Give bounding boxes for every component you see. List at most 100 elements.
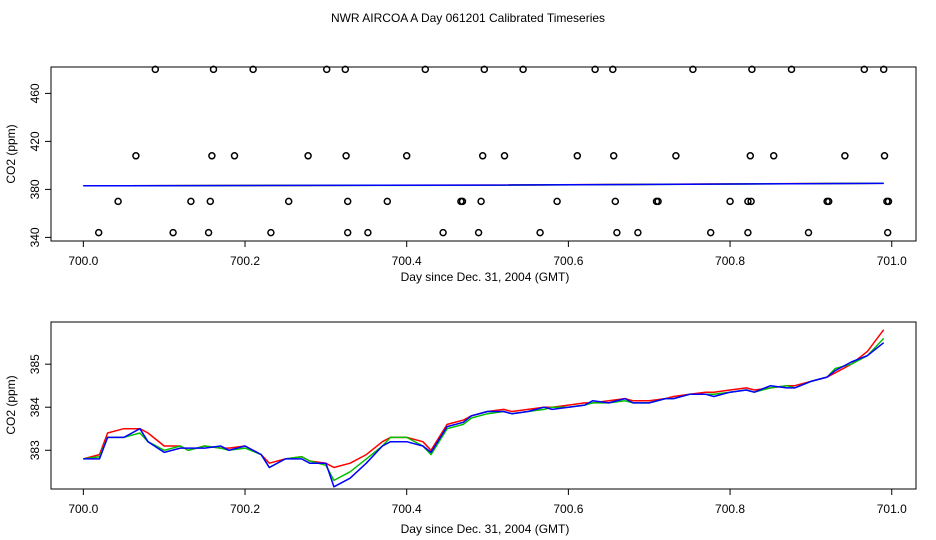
p2-x-tick-label: 700.8 [715, 502, 745, 516]
calibration-point [747, 197, 755, 206]
calibration-point [322, 65, 331, 74]
calibration-point [284, 197, 293, 206]
p1-x-tick-label: 700.4 [392, 254, 422, 268]
calibration-point [879, 65, 888, 74]
p1-x-tick-label: 700.2 [230, 254, 260, 268]
calibration-point [474, 228, 483, 237]
calibration-point [609, 152, 618, 160]
calibration-point [267, 228, 275, 237]
calibration-point [748, 65, 756, 74]
p1-x-tick-label: 701.0 [877, 254, 907, 268]
top-calibration-points [94, 65, 893, 237]
top-y-axis-label: CO2 (ppm) [4, 124, 18, 183]
calibration-point [187, 197, 195, 206]
calibration-point [519, 65, 527, 74]
figure-title: NWR AIRCOA A Day 061201 Calibrated Times… [331, 11, 605, 25]
p2-x-tick-label: 700.2 [230, 502, 260, 516]
calibration-point [94, 228, 103, 237]
top-x-axis: 700.0 700.2 700.4 700.6 700.8 701.0 [68, 241, 907, 268]
top-panel: 700.0 700.2 700.4 700.6 700.8 701.0 340 380 420… [4, 65, 917, 284]
p2-x-tick-label: 700.6 [553, 502, 583, 516]
calibration-point [880, 152, 889, 160]
p1-y-tick-label: 340 [28, 227, 42, 247]
calibration-point [402, 152, 411, 160]
calibration-point [230, 152, 239, 160]
calibration-point [204, 228, 213, 237]
calibration-point [343, 228, 352, 237]
calibration-point [536, 228, 544, 237]
calibration-point [151, 65, 160, 74]
p2-y-tick-label: 384 [28, 397, 42, 417]
top-x-axis-label: Day since Dec. 31, 2004 (GMT) [401, 270, 570, 284]
p1-x-tick-label: 700.6 [553, 254, 583, 268]
bottom-panel: 700.0 700.2 700.4 700.6 700.8 701.0 383 384 385… [4, 321, 917, 536]
bottom-plot-frame [50, 321, 917, 490]
calibration-point [860, 65, 869, 74]
p1-y-tick-label: 460 [28, 83, 42, 103]
calibration-point [132, 152, 140, 160]
calibration-point [884, 197, 893, 206]
calibration-point [609, 65, 617, 74]
p2-y-tick-label: 383 [28, 440, 42, 460]
calibration-point [841, 152, 849, 160]
calibration-point [169, 228, 177, 237]
calibration-point [744, 197, 752, 206]
calibration-point [689, 65, 697, 74]
p2-x-tick-label: 700.4 [392, 502, 422, 516]
calibration-point [591, 65, 599, 74]
calibration-point [114, 197, 122, 206]
bottom-series-group [83, 329, 885, 488]
calibration-point [611, 197, 620, 206]
top-series-group [83, 182, 884, 187]
calibration-point [304, 152, 312, 160]
calibration-point [439, 228, 447, 237]
calibration-point [342, 152, 350, 160]
calibration-point [421, 65, 430, 74]
p2-x-tick-label: 701.0 [877, 502, 907, 516]
top-series-blue-line [83, 182, 884, 187]
calibration-point [746, 152, 755, 160]
calibration-point [613, 228, 621, 237]
p2-x-tick-label: 700.0 [68, 502, 98, 516]
calibration-point [480, 65, 489, 74]
calibration-point [654, 197, 662, 206]
p1-y-tick-label: 380 [28, 179, 42, 199]
calibration-point [706, 228, 715, 237]
calibration-point [883, 228, 892, 237]
calibration-point [804, 228, 813, 237]
calibration-point [343, 197, 352, 206]
calibration-point [341, 65, 350, 74]
p1-y-tick-label: 420 [28, 131, 42, 151]
calibration-point [383, 197, 392, 206]
calibration-point [458, 197, 467, 206]
calibration-point [573, 152, 582, 160]
calibration-point [206, 197, 215, 206]
calibration-point [553, 197, 561, 206]
top-y-axis: 340 380 420 460 [28, 83, 51, 247]
bottom-series-green-line [83, 337, 885, 482]
calibration-point [364, 228, 372, 237]
calibration-point [249, 65, 257, 74]
calibration-point [209, 65, 218, 74]
calibration-point [824, 197, 833, 206]
p2-y-tick-label: 385 [28, 354, 42, 374]
calibration-point [744, 228, 752, 237]
calibration-point [769, 152, 778, 160]
p1-x-tick-label: 700.0 [68, 254, 98, 268]
bottom-y-axis: 383 384 385 [28, 354, 51, 460]
calibration-point [634, 228, 642, 237]
calibration-point [208, 152, 216, 160]
calibration-point [672, 152, 680, 160]
calibration-point [478, 152, 487, 160]
calibration-point [787, 65, 796, 74]
bottom-y-axis-label: CO2 (ppm) [4, 375, 18, 434]
p1-x-tick-label: 700.8 [715, 254, 745, 268]
bottom-series-blue-line [83, 342, 885, 488]
calibration-point [726, 197, 734, 206]
bottom-x-axis-label: Day since Dec. 31, 2004 (GMT) [401, 522, 570, 536]
calibration-point [500, 152, 509, 160]
calibration-point [477, 197, 485, 206]
top-plot-frame [50, 66, 917, 242]
bottom-x-axis: 700.0 700.2 700.4 700.6 700.8 701.0 [68, 489, 907, 516]
